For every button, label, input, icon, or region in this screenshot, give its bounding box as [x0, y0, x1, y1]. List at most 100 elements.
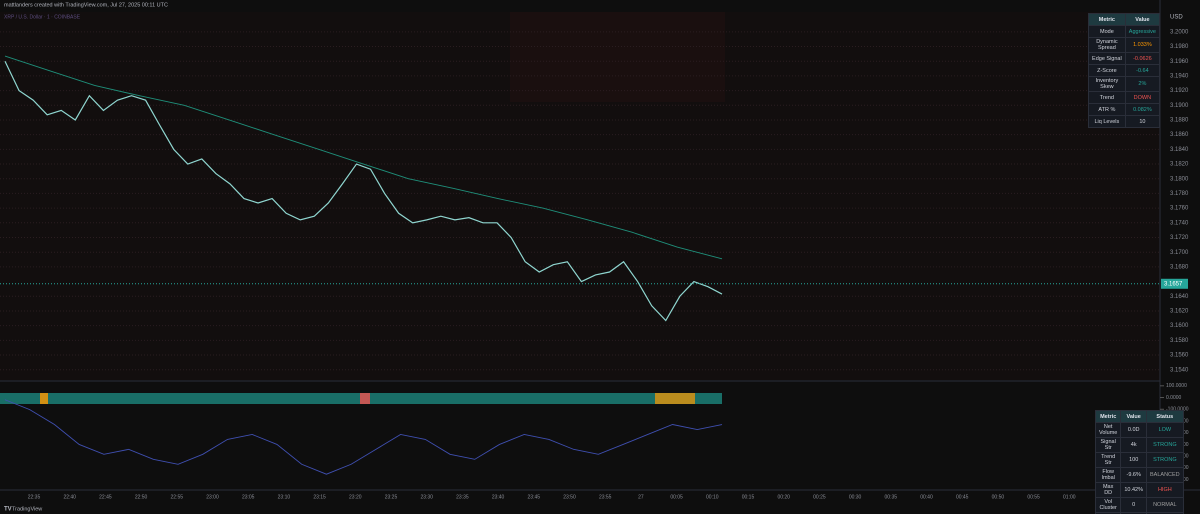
x-tick-label: 23:55 — [599, 494, 612, 500]
last-price-box — [1161, 278, 1188, 289]
x-tick-label: 23:50 — [563, 494, 576, 500]
x-tick-label: 23:00 — [206, 494, 219, 500]
y-tick-label: 3.1840 — [1170, 147, 1189, 153]
x-tick-label: 23:25 — [385, 494, 398, 500]
header-cell: Metric — [1088, 13, 1126, 26]
cell: NORMAL — [1146, 497, 1184, 513]
header-cell: Value — [1120, 410, 1147, 423]
x-tick-label: 00:45 — [956, 494, 969, 500]
y-tick-label: 3.1700 — [1170, 250, 1189, 256]
y-tick-label: 3.1780 — [1170, 191, 1189, 197]
x-tick-label: 22:50 — [135, 494, 148, 500]
header-cell: Value — [1124, 13, 1161, 26]
cell: 100 — [1120, 452, 1147, 468]
y-tick-label: 100.0000 — [1166, 383, 1187, 389]
y-tick-label: 0.0000 — [1166, 395, 1182, 401]
header-cell: Status — [1146, 410, 1184, 423]
y-tick-label: -100.0000 — [1166, 407, 1189, 413]
cell: Liq Levels — [1088, 115, 1126, 128]
x-tick-label: 22:35 — [28, 494, 41, 500]
y-tick-label: 3.1540 — [1170, 367, 1189, 373]
x-tick-label: 22:45 — [99, 494, 112, 500]
x-tick-label: 23:35 — [456, 494, 469, 500]
cell: 0.0D — [1120, 422, 1147, 438]
y-tick-label: 3.1980 — [1170, 44, 1189, 50]
x-tick-label: 00:55 — [1027, 494, 1040, 500]
y-tick-label: 3.1960 — [1170, 59, 1189, 65]
y-tick-label: 3.1940 — [1170, 73, 1189, 79]
y-tick-label: 3.1720 — [1170, 235, 1189, 241]
currency: USD — [1170, 15, 1183, 21]
cell: Market — [1094, 512, 1122, 514]
cell: Flow Imbal — [1094, 467, 1122, 483]
x-tick-label: 01:00 — [1063, 494, 1076, 500]
y-tick-label: 3.1560 — [1170, 353, 1189, 359]
header-cell: Metric — [1094, 410, 1122, 423]
cell: 0.082% — [1124, 103, 1161, 116]
y-tick-label: 3.1600 — [1170, 323, 1189, 329]
cell: Aggressive — [1124, 25, 1161, 38]
cell: 0 — [1120, 497, 1147, 513]
cell: 1.033% — [1124, 37, 1161, 53]
y-tick-label: 3.1620 — [1170, 309, 1189, 315]
cell: Vol Cluster — [1094, 497, 1122, 513]
cell: -0.64 — [1124, 64, 1161, 77]
x-tick-label: 22:55 — [171, 494, 184, 500]
symbol: XRP / U.S. Dollar · 1 · COINBASE — [4, 14, 81, 20]
cell: STRONG — [1146, 437, 1184, 453]
line-series — [4, 60, 723, 322]
y-tick-label: 3.1900 — [1170, 103, 1189, 109]
cell: BALANCED — [1146, 467, 1184, 483]
cell: 10 — [1124, 115, 1161, 128]
x-tick-label: 27 — [638, 494, 644, 500]
cell: Edge Signal — [1088, 52, 1126, 65]
x-tick-label: 00:15 — [742, 494, 755, 500]
cell: Net Volume — [1094, 422, 1122, 438]
x-tick-label: 00:20 — [777, 494, 790, 500]
cell: Mode — [1088, 25, 1126, 38]
x-tick-label: 23:20 — [349, 494, 362, 500]
y-tick-label: 3.1880 — [1170, 118, 1189, 124]
x-tick-label: 23:05 — [242, 494, 255, 500]
cell: 2% — [1124, 76, 1161, 92]
metrics-table: Metric Value Mode Aggressive Dynamic Spread 1… — [1088, 13, 1161, 128]
cell: Trend Str — [1094, 452, 1122, 468]
x-tick-label: 00:10 — [706, 494, 719, 500]
x-tick-label: 23:40 — [492, 494, 505, 500]
cell: Dynamic Spread — [1088, 37, 1126, 53]
y-tick-label: 3.1740 — [1170, 220, 1189, 226]
x-tick-label: 23:15 — [313, 494, 326, 500]
x-tick-label: 22:40 — [63, 494, 76, 500]
line-series — [4, 55, 723, 260]
y-tick-label: 3.1800 — [1170, 176, 1189, 182]
cell: DOWN — [1124, 91, 1161, 104]
cell: Inventory Skew — [1088, 76, 1126, 92]
x-tick-label: 00:25 — [813, 494, 826, 500]
x-tick-label: 23:30 — [420, 494, 433, 500]
cell: Trend — [1088, 91, 1126, 104]
x-tick-label: 00:05 — [670, 494, 683, 500]
y-tick-label: 3.1820 — [1170, 162, 1189, 168]
cell: ATR % — [1088, 103, 1126, 116]
x-tick-label: 23:45 — [528, 494, 541, 500]
cell: STRONG — [1146, 452, 1184, 468]
y-tick-label: 3.1860 — [1170, 132, 1189, 138]
x-tick-label: 00:30 — [849, 494, 862, 500]
signal-band-mark — [40, 393, 48, 404]
signal-band-mark — [655, 393, 695, 404]
x-tick-label: 00:50 — [992, 494, 1005, 500]
y-tick-label: 3.1680 — [1170, 264, 1189, 270]
cell: HIGH — [1146, 482, 1184, 498]
cell: 4k — [1120, 437, 1147, 453]
y-tick-label: 3.1580 — [1170, 338, 1189, 344]
cell: LOW — [1146, 422, 1184, 438]
last-price-label: 3.1657 — [1164, 281, 1183, 287]
y-tick-label: 3.1760 — [1170, 206, 1189, 212]
cell: -9.6% — [1120, 467, 1147, 483]
x-tick-label: 00:35 — [885, 494, 898, 500]
cell: Signal Str — [1094, 437, 1122, 453]
logo-icon: TV — [4, 507, 12, 513]
cell: Z-Score — [1088, 64, 1126, 77]
